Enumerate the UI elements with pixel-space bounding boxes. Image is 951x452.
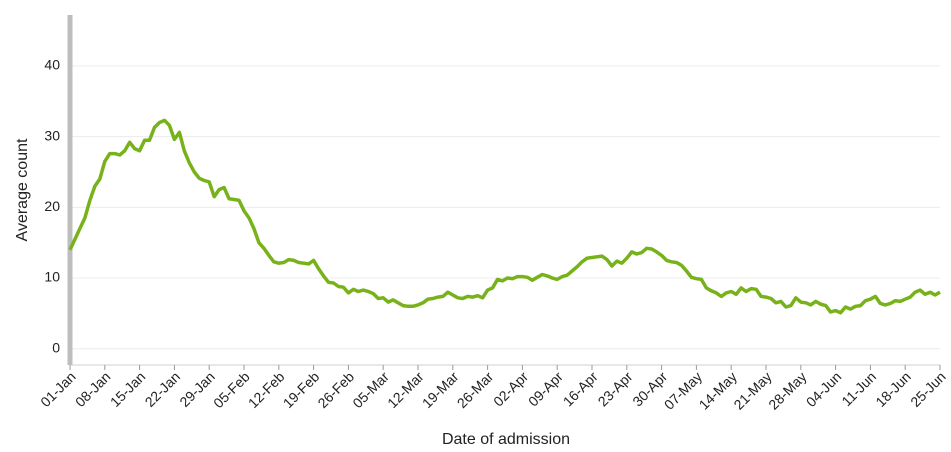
- x-tick-label: 12-Mar: [384, 368, 427, 411]
- x-tick-label: 19-Feb: [280, 368, 323, 411]
- x-tick-label: 12-Feb: [245, 368, 288, 411]
- x-axis-label: Date of admission: [442, 431, 570, 448]
- x-tick-label: 19-Mar: [419, 368, 462, 411]
- x-tick-label: 22-Jan: [142, 368, 184, 410]
- x-tick-label: 09-Apr: [525, 368, 566, 409]
- x-tick-label: 05-Mar: [349, 368, 392, 411]
- y-tick-label: 0: [52, 339, 60, 355]
- x-tick-label: 23-Apr: [595, 368, 636, 409]
- x-tick-label: 05-Feb: [210, 368, 253, 411]
- x-tick-label: 01-Jan: [37, 368, 79, 410]
- x-tick-label: 04-Jun: [803, 368, 845, 410]
- y-axis-label: Average count: [14, 138, 31, 241]
- x-tick-label: 07-May: [661, 368, 705, 412]
- y-tick-label: 30: [44, 127, 60, 143]
- x-tick-label: 29-Jan: [176, 368, 218, 410]
- x-tick-label: 28-May: [765, 368, 809, 412]
- x-tick-label: 11-Jun: [838, 368, 879, 409]
- x-tick-label: 02-Apr: [490, 368, 531, 409]
- y-tick-label: 10: [44, 269, 60, 285]
- x-tick-label: 21-May: [730, 368, 774, 412]
- y-tick-label: 40: [44, 57, 60, 73]
- x-tick-label: 15-Jan: [107, 368, 149, 410]
- data-line: [68, 118, 941, 315]
- x-tick-label: 26-Feb: [314, 368, 357, 411]
- x-tick-label: 26-Mar: [454, 368, 497, 411]
- y-tick-label: 20: [44, 198, 60, 214]
- x-tick-label: 14-May: [696, 368, 740, 412]
- x-tick-label: 25-Jun: [907, 368, 949, 410]
- x-tick-label: 16-Apr: [560, 368, 601, 409]
- x-tick-label: 08-Jan: [72, 368, 114, 410]
- x-tick-label: 18-Jun: [872, 368, 914, 410]
